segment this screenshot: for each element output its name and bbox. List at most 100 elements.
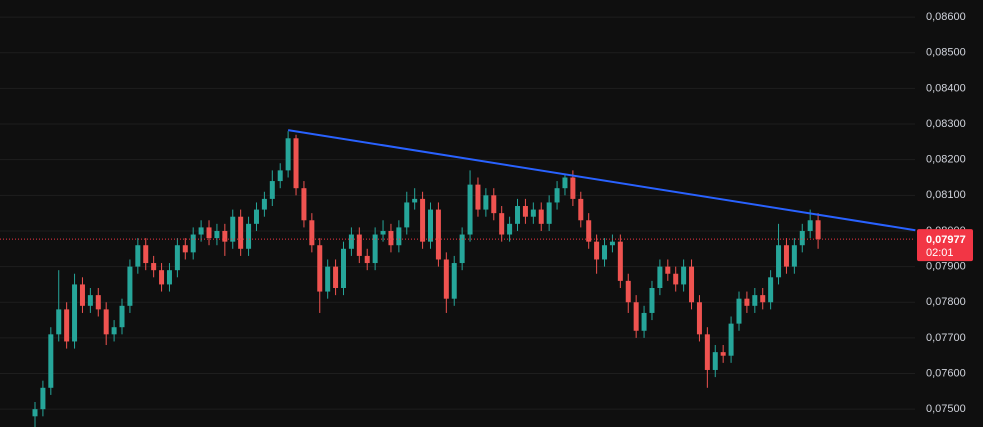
- candle-body: [333, 266, 339, 288]
- candle-body: [95, 295, 101, 310]
- candle-body: [791, 245, 797, 267]
- candle-body: [649, 287, 655, 313]
- candle-body: [87, 295, 93, 306]
- candle-body: [372, 234, 378, 264]
- candle-body: [768, 277, 774, 303]
- candle-body: [467, 184, 473, 235]
- candle-body: [428, 209, 433, 242]
- candle-body: [317, 245, 323, 292]
- candle-body: [515, 206, 521, 224]
- candle-body: [530, 209, 536, 217]
- candle-body: [657, 266, 663, 288]
- candle-body: [475, 184, 481, 210]
- candle-body: [198, 227, 204, 235]
- last-price-label: 0,07977: [926, 234, 966, 246]
- y-tick-label: 0,07500: [926, 403, 966, 415]
- candle-body: [420, 198, 426, 242]
- candle-body: [72, 284, 78, 342]
- candle-body: [340, 248, 346, 288]
- candle-body: [435, 209, 441, 260]
- candle-body: [602, 245, 608, 260]
- candle-body: [238, 216, 244, 249]
- candle-body: [799, 230, 805, 246]
- candle-body: [246, 223, 252, 249]
- candle-body: [32, 409, 38, 417]
- candle-body: [285, 138, 291, 171]
- y-tick-label: 0,08500: [926, 47, 966, 59]
- candle-body: [459, 234, 465, 264]
- candle-body: [151, 263, 157, 271]
- candle-body: [396, 227, 402, 246]
- candle-body: [736, 298, 742, 324]
- candle-body: [689, 266, 695, 303]
- candle-body: [562, 177, 568, 189]
- candle-body: [594, 241, 600, 260]
- candle-body: [641, 312, 647, 331]
- candle-body: [633, 302, 639, 331]
- countdown-label: 02:01: [926, 247, 954, 259]
- candle-body: [522, 206, 528, 217]
- candle-body: [807, 220, 813, 231]
- candle-body: [720, 352, 726, 356]
- candle-body: [348, 234, 354, 249]
- candle-body: [744, 298, 750, 306]
- y-tick-label: 0,08100: [926, 189, 966, 201]
- candle-body: [696, 302, 702, 335]
- candle-body: [143, 245, 149, 264]
- candle-body: [451, 263, 457, 299]
- candle-body: [253, 209, 259, 224]
- candle-body: [206, 227, 212, 239]
- candle-body: [617, 241, 623, 281]
- candle-body: [609, 241, 615, 246]
- y-tick-label: 0,07600: [926, 367, 966, 379]
- last-price-box: [917, 229, 973, 262]
- candle-body: [135, 245, 141, 267]
- candle-body: [159, 270, 165, 285]
- candle-body: [776, 245, 782, 278]
- candle-body: [269, 181, 275, 199]
- candle-body: [103, 309, 109, 335]
- candle-body: [546, 202, 552, 224]
- candle-body: [309, 220, 315, 246]
- candle-body: [190, 234, 196, 253]
- candle-body: [483, 195, 489, 210]
- candle-body: [752, 295, 758, 306]
- candle-body: [404, 202, 410, 228]
- candle-body: [79, 284, 85, 306]
- candle-body: [491, 195, 497, 214]
- candle-body: [40, 387, 46, 410]
- candle-body: [412, 198, 418, 203]
- candle-body: [182, 245, 188, 253]
- candle-body: [728, 323, 734, 356]
- candle-body: [380, 230, 386, 235]
- y-tick-label: 0,08300: [926, 118, 966, 130]
- candle-body: [388, 230, 394, 246]
- candle-body: [673, 273, 679, 285]
- candle-body: [554, 188, 560, 203]
- candle-body: [681, 266, 687, 285]
- candle-body: [48, 334, 54, 388]
- candle-body: [277, 170, 283, 182]
- candle-body: [301, 188, 307, 221]
- candle-body: [704, 334, 710, 370]
- trendline: [287, 129, 916, 232]
- candle-body: [783, 245, 789, 267]
- candle-body: [364, 255, 370, 264]
- candle-body: [293, 138, 299, 189]
- y-tick-label: 0,07800: [926, 296, 966, 308]
- candle-body: [127, 266, 133, 306]
- candle-body: [815, 220, 821, 240]
- y-tick-label: 0,08200: [926, 154, 966, 166]
- candle-body: [578, 198, 584, 221]
- candle-body: [443, 259, 449, 299]
- candle-body: [261, 198, 267, 210]
- y-tick-label: 0,08600: [926, 11, 966, 23]
- candle-body: [56, 309, 62, 335]
- candle-body: [174, 245, 180, 271]
- candle-body: [760, 295, 766, 303]
- candle-body: [356, 234, 362, 256]
- candle-body: [507, 223, 513, 235]
- candle-body: [586, 220, 592, 242]
